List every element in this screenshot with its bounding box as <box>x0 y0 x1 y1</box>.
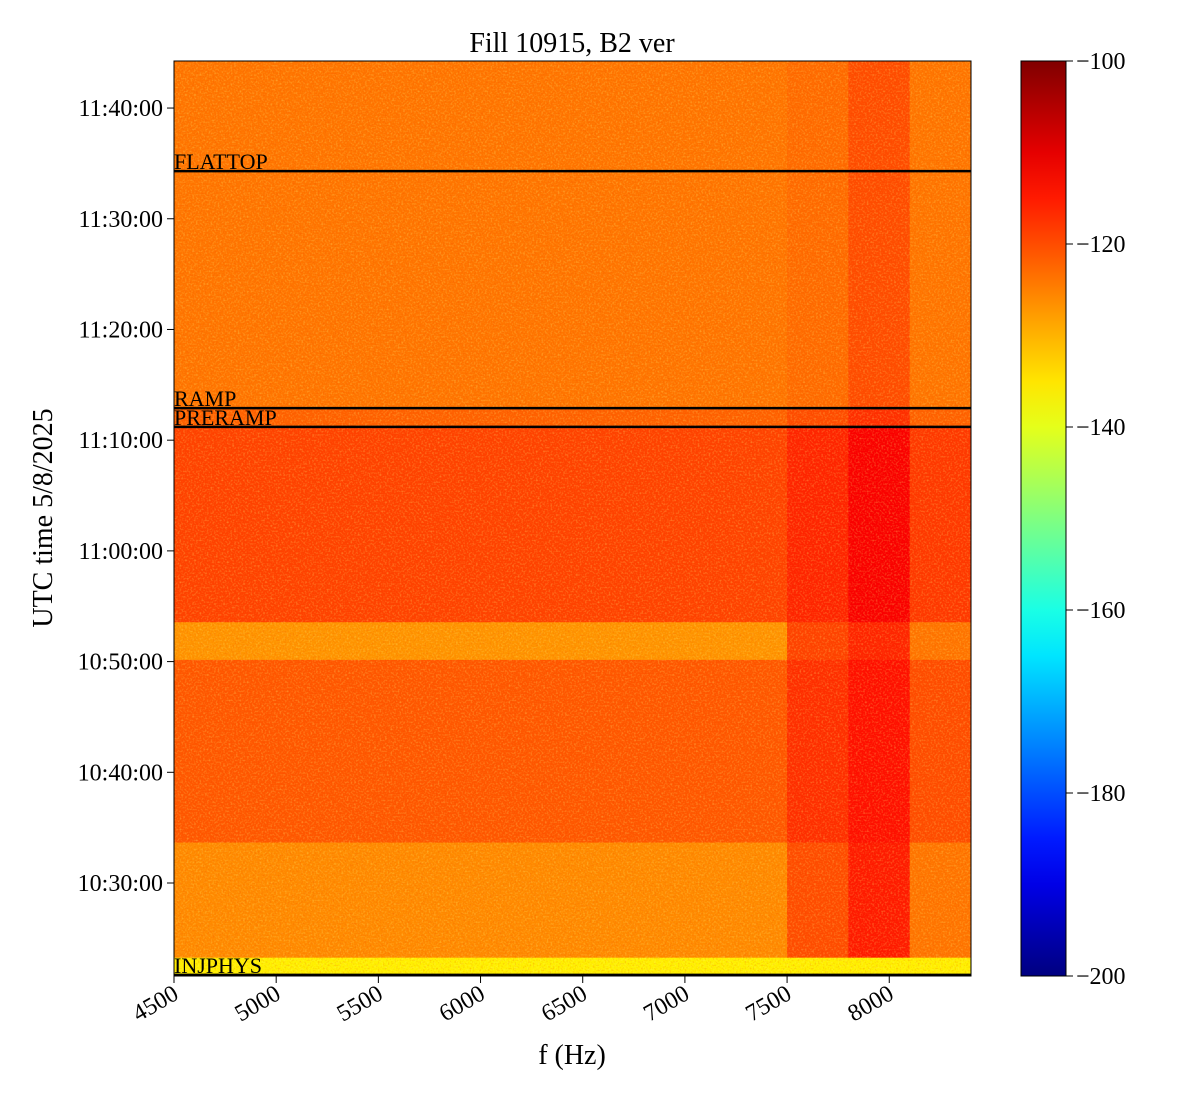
annotation-label: PRERAMP <box>174 405 277 430</box>
y-tick-label: 11:00:00 <box>79 539 163 565</box>
colorbar-tick-label: −160 <box>1076 598 1126 624</box>
y-axis-label: UTC time 5/8/2025 <box>28 408 59 627</box>
x-tick-label: 8000 <box>844 981 899 1028</box>
plot-frame <box>173 60 972 977</box>
x-tick-label: 5000 <box>231 981 286 1028</box>
y-tick-label: 11:40:00 <box>79 96 163 122</box>
annotation-label: FLATTOP <box>174 149 268 174</box>
annotation-label: RAMP <box>174 386 236 411</box>
x-tick-label: 6000 <box>435 981 490 1028</box>
x-tick-label: 6500 <box>537 981 592 1028</box>
noise-texture <box>174 61 971 976</box>
annotation-label: INJPHYS <box>174 953 262 978</box>
x-tick-label: 7500 <box>742 981 797 1028</box>
x-tick-label: 4500 <box>128 981 183 1028</box>
x-tick-label: 7000 <box>639 981 694 1028</box>
chart-title: Fill 10915, B2 ver <box>469 28 675 59</box>
colorbar-tick-label: −180 <box>1076 781 1126 807</box>
colorbar-tick-label: −100 <box>1076 49 1126 75</box>
x-tick-label: 5500 <box>333 981 388 1028</box>
y-tick-label: 10:30:00 <box>78 871 163 897</box>
x-axis-label: f (Hz) <box>538 1040 606 1071</box>
y-tick-label: 11:30:00 <box>79 207 163 233</box>
colorbar-tick-label: −140 <box>1076 415 1126 441</box>
colorbar <box>1020 60 1067 977</box>
colorbar-tick-label: −200 <box>1076 964 1126 990</box>
colorbar-tick-label: −120 <box>1076 232 1126 258</box>
y-tick-label: 10:40:00 <box>78 760 163 786</box>
y-tick-label: 11:20:00 <box>79 317 163 343</box>
y-tick-label: 11:10:00 <box>79 428 163 454</box>
y-tick-label: 10:50:00 <box>78 650 163 676</box>
